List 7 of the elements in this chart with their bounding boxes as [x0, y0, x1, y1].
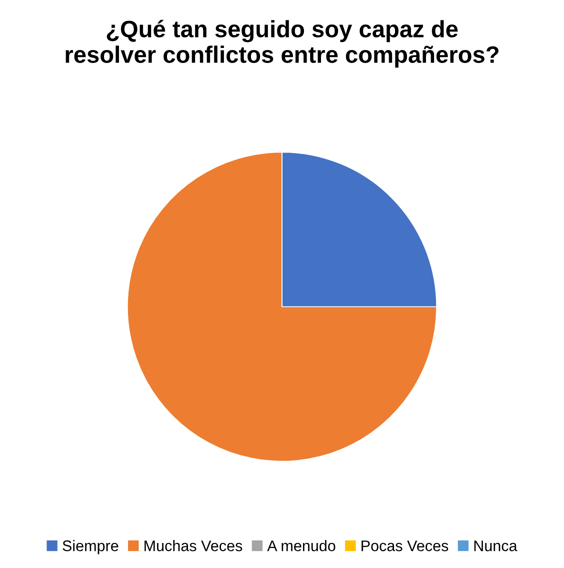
chart-title: ¿Qué tan seguido soy capaz de resolver conflictos entre compañeros? [66, 20, 498, 68]
legend-label: Nunca [474, 540, 518, 552]
legend-label: Pocas Veces [362, 540, 448, 552]
pie-slice [127, 152, 437, 462]
legend-label: A menudo [267, 540, 336, 552]
legend-label: Siempre [62, 540, 118, 554]
legend-label: Muchas Veces [144, 540, 242, 552]
